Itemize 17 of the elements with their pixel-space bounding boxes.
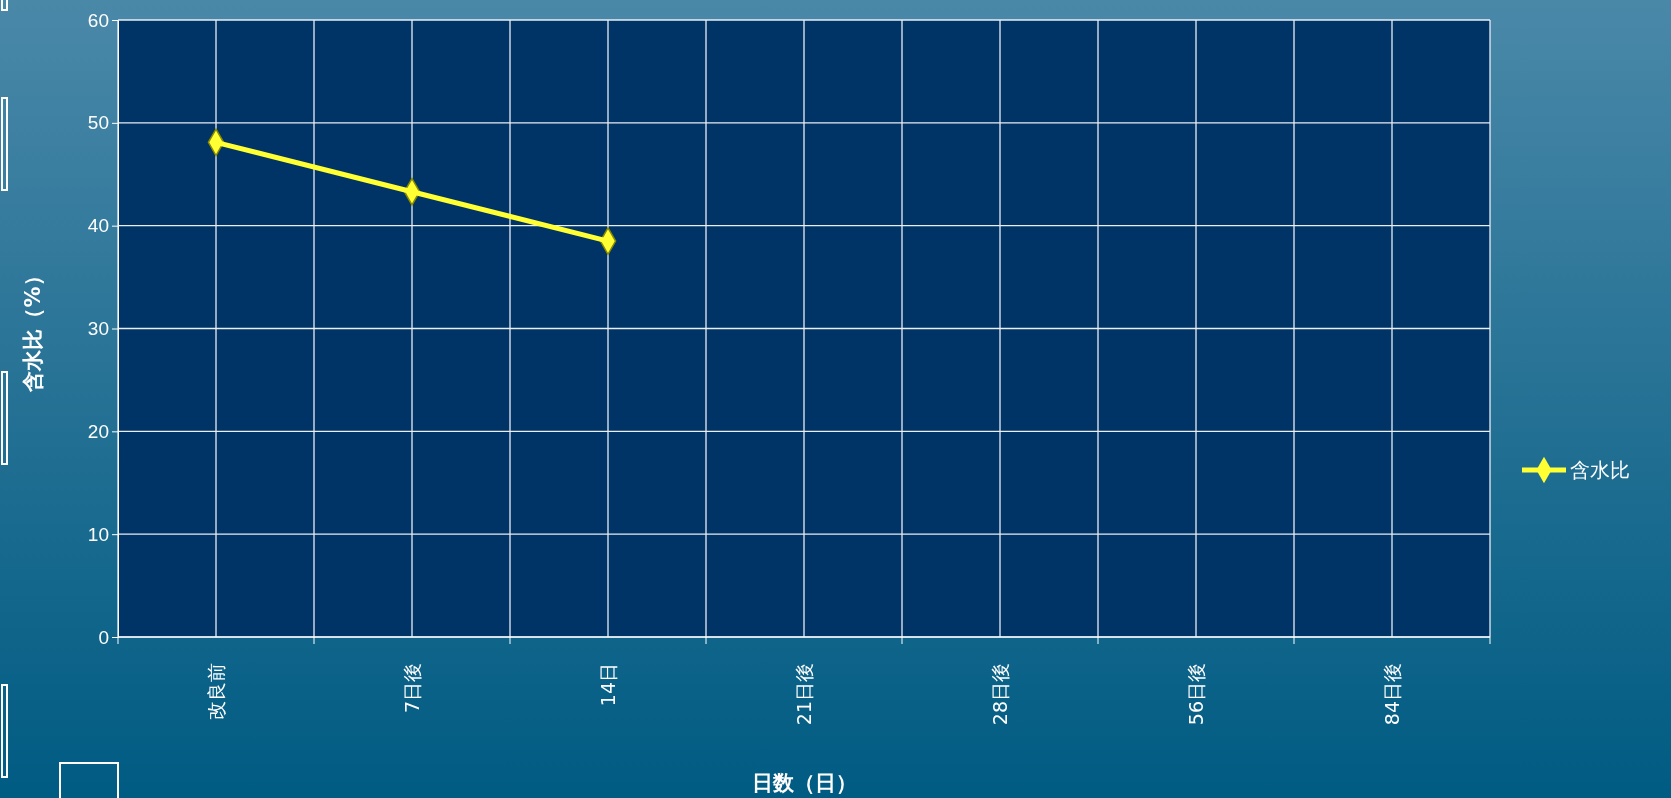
x-tick-label: 14日 (597, 663, 619, 707)
legend-label: 含水比 (1570, 458, 1630, 482)
x-tick-label: 21日後 (793, 663, 815, 726)
x-tick-label: 56日後 (1185, 663, 1207, 726)
x-tick-label: 7日後 (401, 663, 423, 714)
x-tick-label: 改良前 (205, 663, 227, 720)
y-tick-label: 40 (87, 215, 109, 237)
y-tick-label: 0 (98, 626, 109, 648)
y-axis-title: 含水比（%） (21, 265, 45, 393)
y-tick-label: 60 (87, 9, 109, 31)
y-tick-label: 10 (87, 523, 109, 545)
y-tick-label: 20 (87, 420, 109, 442)
x-axis-title: 日数（日） (751, 771, 857, 795)
x-tick-label: 84日後 (1381, 663, 1403, 726)
y-tick-label: 30 (87, 318, 109, 340)
y-tick-label: 50 (87, 112, 109, 134)
x-tick-label: 28日後 (989, 663, 1011, 726)
